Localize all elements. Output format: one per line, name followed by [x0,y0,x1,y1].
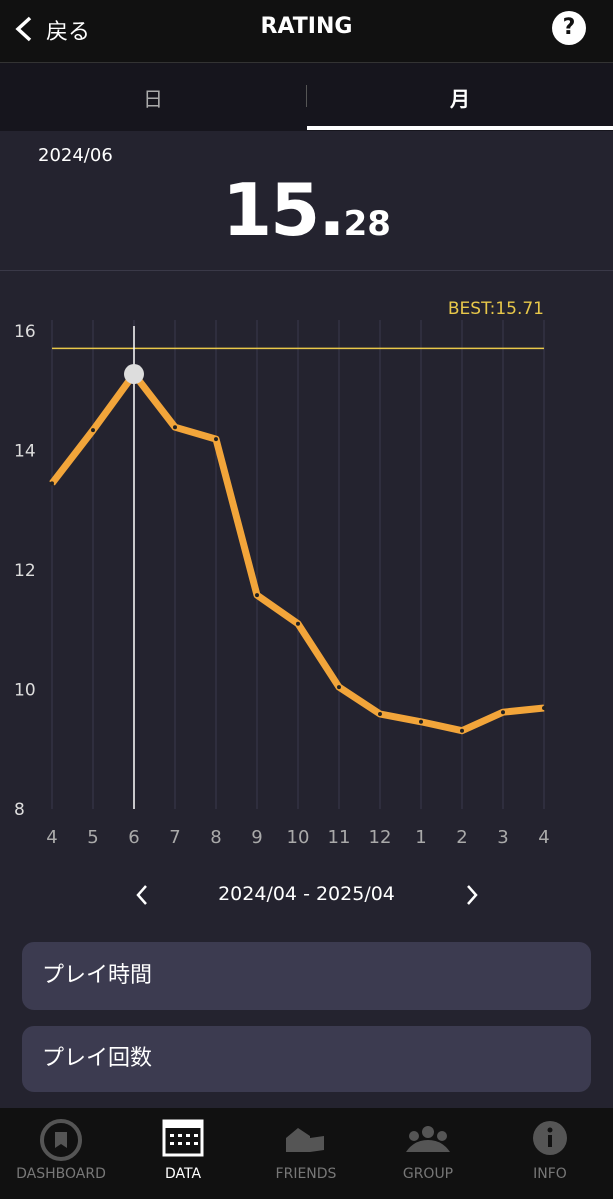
point [337,685,341,690]
back-icon[interactable] [10,14,40,44]
back[interactable]: 戻る [46,20,91,45]
x-tick-label: 5 [87,827,98,848]
tab[interactable]: 月 [450,87,470,111]
tab-underline [307,126,613,130]
x-tick-label: 11 [328,827,351,848]
point [542,706,546,711]
nav-item[interactable]: FRIENDS [275,1166,337,1182]
point [214,437,218,442]
tabs: 日 月 [0,62,613,131]
point [255,593,259,598]
help[interactable]: ? [552,11,586,45]
rating: 15.28 [0,168,613,252]
point [50,481,54,486]
prev[interactable] [130,880,154,910]
range: 2024/04 - 2025/04 [218,883,395,905]
button[interactable]: プレイ回数 [22,1026,591,1092]
x-tick-label: 4 [46,827,57,848]
x-tick-label: 3 [497,827,508,848]
title: RATING [260,14,353,39]
nav-item[interactable]: DASHBOARD [16,1166,106,1182]
top-bar: 戻る RATING ? [0,0,613,62]
x-tick-label: 4 [538,827,549,848]
y-tick-label: 16 [14,322,36,342]
point [91,428,95,433]
x-tick-label: 8 [210,827,221,848]
y-tick-label: 12 [14,561,36,581]
best-label: BEST:15.71 [448,299,544,319]
nav-item[interactable]: GROUP [402,1166,454,1182]
x-tick-label: 1 [415,827,426,848]
point [173,425,177,430]
x-tick-label: 12 [369,827,392,848]
rating-int: 15. [222,168,346,252]
point [378,711,382,716]
nav-item[interactable]: INFO [533,1166,567,1182]
point [501,710,505,715]
point [419,719,423,724]
y-tick-label: 8 [14,800,25,820]
bottom-nav: DASHBOARD DATA FRIENDS GROUP INFO [0,1108,613,1199]
x-tick-label: 7 [169,827,180,848]
y-tick-label: 10 [14,681,36,701]
button[interactable]: プレイ時間 [22,942,591,1010]
point [296,621,300,626]
x-tick-label: 10 [287,827,310,848]
next[interactable] [460,880,484,910]
y-tick-label: 14 [14,442,36,462]
x-tick-label: 2 [456,827,467,848]
point [124,364,144,385]
point [460,728,464,733]
x-tick-label: 9 [251,827,262,848]
tab[interactable]: 日 [143,87,163,111]
x-tick-label: 6 [128,827,139,848]
rating-dec: 28 [343,204,391,244]
nav-icons [40,1119,567,1161]
date: 2024/06 [38,145,113,166]
nav-item[interactable]: DATA [164,1166,202,1182]
